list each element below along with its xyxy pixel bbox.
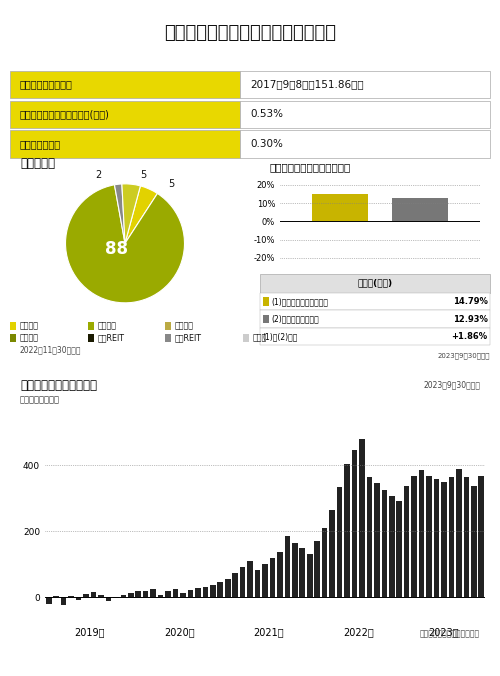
Text: 5: 5: [168, 179, 174, 189]
Text: 0.53%: 0.53%: [250, 110, 283, 119]
Text: 出典：ウエルスアドバイザー: 出典：ウエルスアドバイザー: [420, 629, 480, 639]
Text: 設定日／純資産総額: 設定日／純資産総額: [20, 80, 73, 89]
Bar: [76, 597, 82, 600]
Bar: [389, 496, 394, 597]
Bar: [113, 597, 118, 598]
Bar: [352, 450, 358, 597]
Bar: [478, 476, 484, 597]
Wedge shape: [66, 185, 184, 303]
Bar: [396, 502, 402, 597]
Bar: [202, 587, 208, 597]
Bar: [46, 597, 52, 604]
Bar: [392, 198, 448, 222]
Text: 14.79%: 14.79%: [452, 297, 488, 306]
Bar: [68, 596, 74, 597]
Text: 国際債券: 国際債券: [20, 333, 39, 343]
Text: 2023年9月30日時点: 2023年9月30日時点: [438, 352, 490, 359]
Text: (1)インベスターリターン: (1)インベスターリターン: [272, 297, 328, 306]
Text: 2022年11月30日現在: 2022年11月30日現在: [20, 345, 82, 354]
Bar: [210, 585, 216, 597]
Bar: [248, 561, 253, 597]
Bar: [337, 487, 342, 597]
Bar: [98, 594, 103, 597]
Bar: [426, 476, 432, 597]
Text: 国内株式: 国内株式: [20, 321, 39, 331]
Bar: [61, 597, 66, 606]
Bar: [312, 195, 368, 222]
Bar: [307, 554, 312, 597]
Bar: [382, 490, 387, 597]
Wedge shape: [114, 184, 125, 243]
Bar: [240, 567, 246, 597]
Bar: [188, 590, 193, 597]
Text: +1.86%: +1.86%: [452, 332, 488, 341]
Bar: [270, 558, 276, 597]
Text: 国内債券: 国内債券: [175, 321, 194, 331]
Bar: [90, 592, 96, 597]
Bar: [128, 594, 134, 597]
Bar: [419, 470, 424, 597]
Text: 2: 2: [95, 170, 102, 180]
Bar: [277, 552, 282, 597]
Bar: [120, 594, 126, 597]
Bar: [195, 588, 200, 597]
Bar: [292, 543, 298, 597]
Bar: [172, 589, 178, 597]
Text: 全世界株式インデックス・ファンド: 全世界株式インデックス・ファンド: [164, 24, 336, 42]
Bar: [254, 570, 260, 597]
Bar: [262, 564, 268, 597]
Bar: [83, 594, 89, 597]
Bar: [464, 477, 469, 597]
Text: 88: 88: [104, 240, 128, 258]
Bar: [441, 482, 447, 597]
Bar: [136, 592, 141, 597]
Bar: [225, 579, 230, 597]
Bar: [359, 439, 364, 597]
Text: インベスターリターングラフ: インベスターリターングラフ: [270, 163, 351, 172]
Text: (1)－(2)の差: (1)－(2)の差: [262, 332, 298, 341]
Bar: [314, 541, 320, 597]
Text: 国内REIT: 国内REIT: [98, 333, 124, 343]
Bar: [54, 596, 59, 597]
Text: 月次資金流出入額グラフ: 月次資金流出入額グラフ: [20, 379, 97, 392]
Text: 5: 5: [140, 170, 146, 180]
Text: 運用管理費用（信託報酬）(税込): 運用管理費用（信託報酬）(税込): [20, 110, 110, 119]
Bar: [374, 483, 380, 597]
Bar: [166, 592, 171, 597]
Bar: [180, 594, 186, 597]
Bar: [143, 591, 148, 597]
Bar: [106, 597, 111, 601]
Bar: [322, 528, 328, 597]
Bar: [434, 479, 440, 597]
Text: 12.93%: 12.93%: [452, 314, 488, 324]
Bar: [300, 548, 305, 597]
Bar: [158, 594, 164, 597]
Wedge shape: [125, 186, 158, 243]
Bar: [150, 589, 156, 597]
Bar: [232, 573, 238, 597]
Text: 国際REIT: 国際REIT: [175, 333, 202, 343]
Bar: [456, 469, 462, 597]
Bar: [412, 476, 417, 597]
Text: （単位：百万円）: （単位：百万円）: [20, 395, 60, 405]
Bar: [471, 485, 476, 597]
Bar: [284, 536, 290, 597]
Bar: [366, 477, 372, 597]
Bar: [344, 464, 350, 597]
Bar: [330, 510, 335, 597]
Text: (2)トータルリターン: (2)トータルリターン: [272, 314, 320, 324]
Text: 2017年9月8日／151.86億円: 2017年9月8日／151.86億円: [250, 80, 364, 89]
Bar: [448, 477, 454, 597]
Text: 0.30%: 0.30%: [250, 139, 283, 149]
Text: 信託財産留保額: 信託財産留保額: [20, 139, 61, 149]
Text: その他: その他: [252, 333, 267, 343]
Bar: [404, 485, 409, 597]
Text: 設定来(年率): 設定来(年率): [358, 279, 392, 288]
Text: 2023年9月30日時点: 2023年9月30日時点: [423, 381, 480, 390]
Bar: [218, 582, 223, 597]
Wedge shape: [122, 184, 141, 243]
Text: 資産構成比: 資産構成比: [20, 157, 55, 170]
Text: 国際株式: 国際株式: [98, 321, 116, 331]
